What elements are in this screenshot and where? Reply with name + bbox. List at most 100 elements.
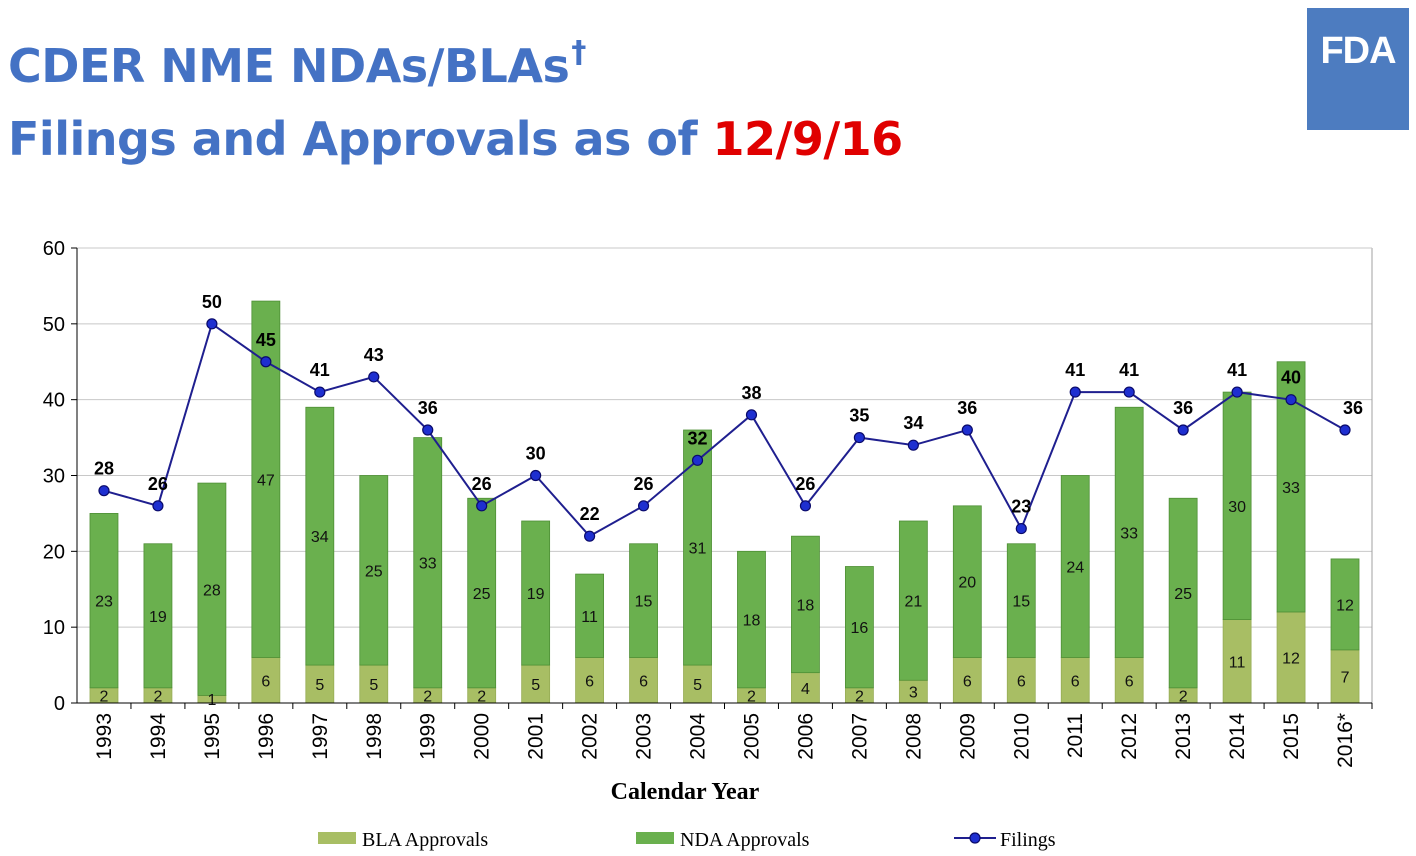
nda-value-label: 21 xyxy=(904,594,922,611)
y-axis: 0 10 20 30 40 50 60 xyxy=(43,238,78,715)
nda-bar xyxy=(1114,406,1144,658)
nda-bar xyxy=(413,437,443,689)
x-tick-label: 1995 xyxy=(201,713,224,760)
filings-point xyxy=(691,454,704,466)
nda-bar xyxy=(575,573,605,658)
x-tick-label: 2011 xyxy=(1064,713,1087,758)
filings-polyline xyxy=(103,322,1346,538)
y-tick-label: 20 xyxy=(43,541,65,563)
filings-value-label: 26 xyxy=(148,474,168,494)
bla-value-label: 1 xyxy=(207,692,216,709)
bla-value-label: 6 xyxy=(1017,673,1026,690)
filings-point xyxy=(422,424,434,436)
bla-bar xyxy=(629,657,658,704)
bla-value-label: 4 xyxy=(801,681,810,698)
filings-data-labels: 28 26 50 45 41 43 36 26 30 22 26 32 38 26 35 34 36 23 41 41… xyxy=(94,292,1363,524)
nda-bar xyxy=(629,543,658,658)
nda-value-label: 25 xyxy=(1174,586,1192,603)
bla-value-label: 6 xyxy=(1125,673,1134,690)
x-tick-label: 2008 xyxy=(902,713,925,760)
x-tick-label: 1994 xyxy=(147,713,170,760)
nda-bar xyxy=(143,543,173,689)
filings-value-label: 26 xyxy=(634,474,654,494)
legend-label-bla: BLA Approvals xyxy=(362,829,488,851)
title-dagger: † xyxy=(571,35,586,70)
filings-value-label: 26 xyxy=(472,474,492,494)
x-tick-label: 2007 xyxy=(848,713,871,760)
nda-bar xyxy=(737,550,766,689)
y-tick-label: 60 xyxy=(43,238,65,260)
bla-value-label: 12 xyxy=(1282,651,1300,668)
legend-swatch-bla xyxy=(318,832,356,844)
filings-point xyxy=(206,318,218,330)
fda-logo-text: FDA xyxy=(1320,30,1396,72)
nda-bar xyxy=(844,566,874,689)
filings-value-label: 41 xyxy=(310,360,330,380)
bla-value-label: 7 xyxy=(1341,669,1350,686)
bla-value-label: 3 xyxy=(909,685,918,702)
filings-value-label: 45 xyxy=(256,330,276,350)
filings-point xyxy=(961,424,973,436)
nda-value-label: 19 xyxy=(527,586,545,603)
nda-value-label: 25 xyxy=(473,586,491,603)
filings-point xyxy=(260,356,272,368)
filings-value-label: 41 xyxy=(1065,360,1085,380)
filings-point xyxy=(1123,386,1135,398)
x-axis-title: Calendar Year xyxy=(611,779,760,805)
x-tick-label: 2010 xyxy=(1010,713,1033,760)
y-tick-label: 0 xyxy=(54,693,65,715)
x-tick-label: 1993 xyxy=(93,713,116,760)
bla-value-label: 6 xyxy=(963,673,972,690)
filings-value-label: 38 xyxy=(741,383,761,403)
chart-legend: BLA Approvals NDA Approvals Filings xyxy=(318,829,1056,851)
nda-bar xyxy=(1330,558,1360,651)
bla-value-label: 2 xyxy=(1179,688,1188,705)
bla-bar xyxy=(683,664,712,704)
legend-label-nda: NDA Approvals xyxy=(680,829,810,851)
nda-value-label: 28 xyxy=(203,582,221,599)
x-tick-label: 2014 xyxy=(1226,713,1249,760)
bla-bar xyxy=(791,672,820,704)
nda-value-label: 33 xyxy=(1282,480,1300,497)
bla-value-label: 2 xyxy=(423,688,432,705)
nda-value-label: 12 xyxy=(1336,597,1354,614)
y-tick-label: 30 xyxy=(43,466,65,488)
nda-bar xyxy=(467,497,497,689)
bla-bar xyxy=(521,664,551,704)
bla-bar xyxy=(305,664,335,704)
filings-point xyxy=(98,485,110,497)
bla-bar xyxy=(575,657,605,704)
bla-value-label: 6 xyxy=(1071,673,1080,690)
filings-point xyxy=(530,469,542,482)
nda-value-label: 18 xyxy=(743,613,761,630)
filings-point xyxy=(853,431,865,444)
bla-value-label: 5 xyxy=(315,677,324,694)
chart-gridlines xyxy=(77,247,1373,703)
title-line-1: CDER NME NDAs/BLAs† xyxy=(8,35,586,90)
bla-value-label: 2 xyxy=(100,688,109,705)
nda-value-label: 18 xyxy=(797,597,815,614)
filings-point xyxy=(1069,386,1081,398)
nda-value-label: 24 xyxy=(1066,560,1084,577)
nda-bar xyxy=(197,482,227,696)
y-tick-label: 10 xyxy=(43,617,65,639)
filings-point xyxy=(368,371,380,383)
nda-value-label: 34 xyxy=(311,529,329,546)
bla-value-label: 6 xyxy=(585,673,594,690)
x-axis: 1993 1994 1995 1996 1997 1998 1999 2000 2001 2002… xyxy=(77,702,1373,768)
filings-value-label: 28 xyxy=(94,459,114,479)
fda-logo: FDA xyxy=(1307,8,1409,130)
nda-value-label: 33 xyxy=(419,556,437,573)
x-tick-label: 1998 xyxy=(363,713,386,760)
filings-value-label: 34 xyxy=(903,413,923,433)
bar-data-labels: 2232191286475345252332255196116155312184… xyxy=(95,472,1354,709)
nda-value-label: 20 xyxy=(958,575,976,592)
filings-value-label: 32 xyxy=(688,428,708,448)
nda-bar xyxy=(359,475,389,666)
filings-point xyxy=(1231,386,1243,398)
x-tick-label: 2003 xyxy=(633,713,656,760)
filings-value-label: 41 xyxy=(1227,360,1247,380)
nda-value-label: 31 xyxy=(689,541,707,558)
filings-value-label: 36 xyxy=(1343,398,1363,418)
x-tick-label: 1999 xyxy=(417,713,440,760)
